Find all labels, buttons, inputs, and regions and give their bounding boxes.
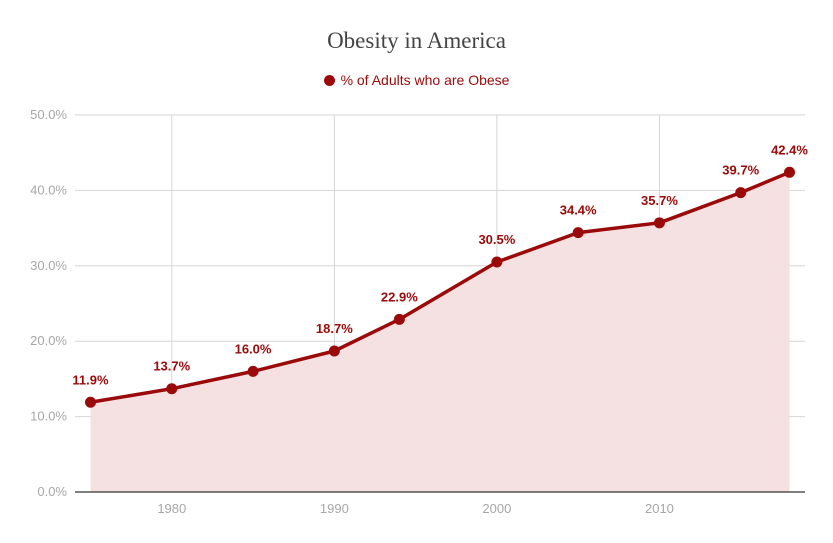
y-tick-label: 50.0%	[30, 107, 67, 122]
data-label: 42.4%	[771, 142, 808, 157]
line-layer	[88, 170, 792, 405]
data-label: 30.5%	[478, 232, 515, 247]
data-point[interactable]	[491, 256, 503, 268]
data-label: 11.9%	[72, 372, 109, 387]
legend-marker-icon	[323, 75, 335, 86]
x-tick-label: 2010	[645, 501, 674, 516]
axis-layer: 0.0% 10.0% 20.0% 30.0% 40.0% 50.0% 1980 1990 200…	[30, 107, 805, 516]
data-label: 39.7%	[722, 163, 759, 178]
x-tick-label: 1980	[157, 501, 186, 516]
data-label: 22.9%	[381, 289, 418, 304]
data-label: 16.0%	[235, 341, 272, 356]
data-point[interactable]	[572, 227, 584, 239]
data-label: 34.4%	[560, 203, 597, 218]
y-tick-label: 0.0%	[37, 484, 67, 499]
data-labels-layer: 11.9% 13.7% 16.0% 18.7% 22.9% 30.5% 34.4% 35.7%…	[72, 142, 808, 387]
data-point[interactable]	[328, 345, 340, 357]
x-tick-label: 1990	[320, 501, 349, 516]
x-tick-label: 2000	[482, 501, 511, 516]
data-point[interactable]	[166, 383, 178, 395]
data-point[interactable]	[735, 187, 747, 199]
y-tick-label: 20.0%	[30, 333, 67, 348]
data-point[interactable]	[85, 396, 96, 408]
legend-label: % of Adults who are Obese	[340, 72, 510, 88]
series-area	[90, 172, 790, 492]
area-layer	[90, 172, 790, 492]
data-point[interactable]	[247, 365, 259, 377]
chart-legend: % of Adults who are Obese	[0, 72, 833, 88]
chart-title: Obesity in America	[327, 28, 506, 53]
y-tick-label: 30.0%	[30, 258, 67, 273]
data-point[interactable]	[653, 217, 665, 229]
data-label: 13.7%	[153, 359, 190, 374]
y-tick-label: 40.0%	[30, 182, 67, 197]
data-point[interactable]	[393, 313, 405, 325]
data-label: 35.7%	[641, 193, 678, 208]
series-line	[88, 170, 792, 405]
y-tick-label: 10.0%	[30, 409, 67, 424]
data-point[interactable]	[784, 166, 795, 178]
points-layer	[85, 166, 795, 408]
data-label: 18.7%	[316, 321, 353, 336]
